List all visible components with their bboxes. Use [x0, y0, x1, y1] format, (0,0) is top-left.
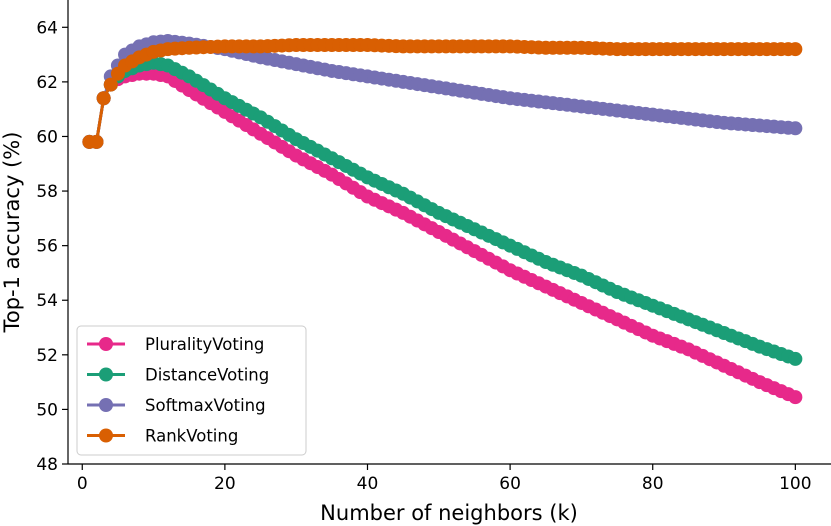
y-axis-label: Top-1 accuracy (%)	[0, 132, 24, 334]
data-point	[788, 390, 803, 405]
legend-marker	[99, 398, 113, 412]
legend-frame	[76, 325, 307, 456]
data-point	[788, 121, 803, 136]
y-tick-label: 60	[36, 127, 58, 147]
legend-marker	[99, 337, 113, 351]
data-point	[89, 134, 104, 149]
series-DistanceVoting	[82, 55, 803, 366]
y-tick-label: 54	[36, 291, 58, 311]
legend-label: SoftmaxVoting	[145, 396, 266, 415]
y-tick-label: 58	[36, 182, 58, 202]
y-tick-label: 64	[36, 18, 58, 38]
legend-marker	[99, 367, 113, 382]
legend-marker	[99, 428, 113, 443]
x-tick-label: 80	[642, 474, 664, 494]
legend-label: RankVoting	[145, 427, 238, 446]
x-tick-label: 40	[357, 474, 379, 494]
x-tick-label: 0	[77, 474, 88, 494]
data-point	[96, 91, 111, 106]
series-RankVoting	[82, 38, 803, 149]
x-tick-label: 60	[499, 474, 521, 494]
x-tick-label: 100	[779, 474, 811, 494]
legend-label: PluralityVoting	[145, 335, 264, 354]
y-tick-label: 52	[36, 346, 58, 366]
x-tick-label: 20	[214, 474, 236, 494]
y-tick-label: 48	[36, 455, 58, 475]
data-point	[788, 351, 803, 366]
data-point	[103, 77, 118, 92]
y-tick-label: 62	[36, 73, 58, 93]
legend: PluralityVoting DistanceVoting SoftmaxVoti…	[76, 325, 307, 456]
data-point	[788, 42, 803, 57]
y-tick-label: 56	[36, 237, 58, 257]
y-tick-label: 50	[36, 400, 58, 420]
x-axis-label: Number of neighbors (k)	[320, 501, 578, 525]
legend-label: DistanceVoting	[145, 366, 269, 385]
series-PluralityVoting	[82, 66, 803, 405]
